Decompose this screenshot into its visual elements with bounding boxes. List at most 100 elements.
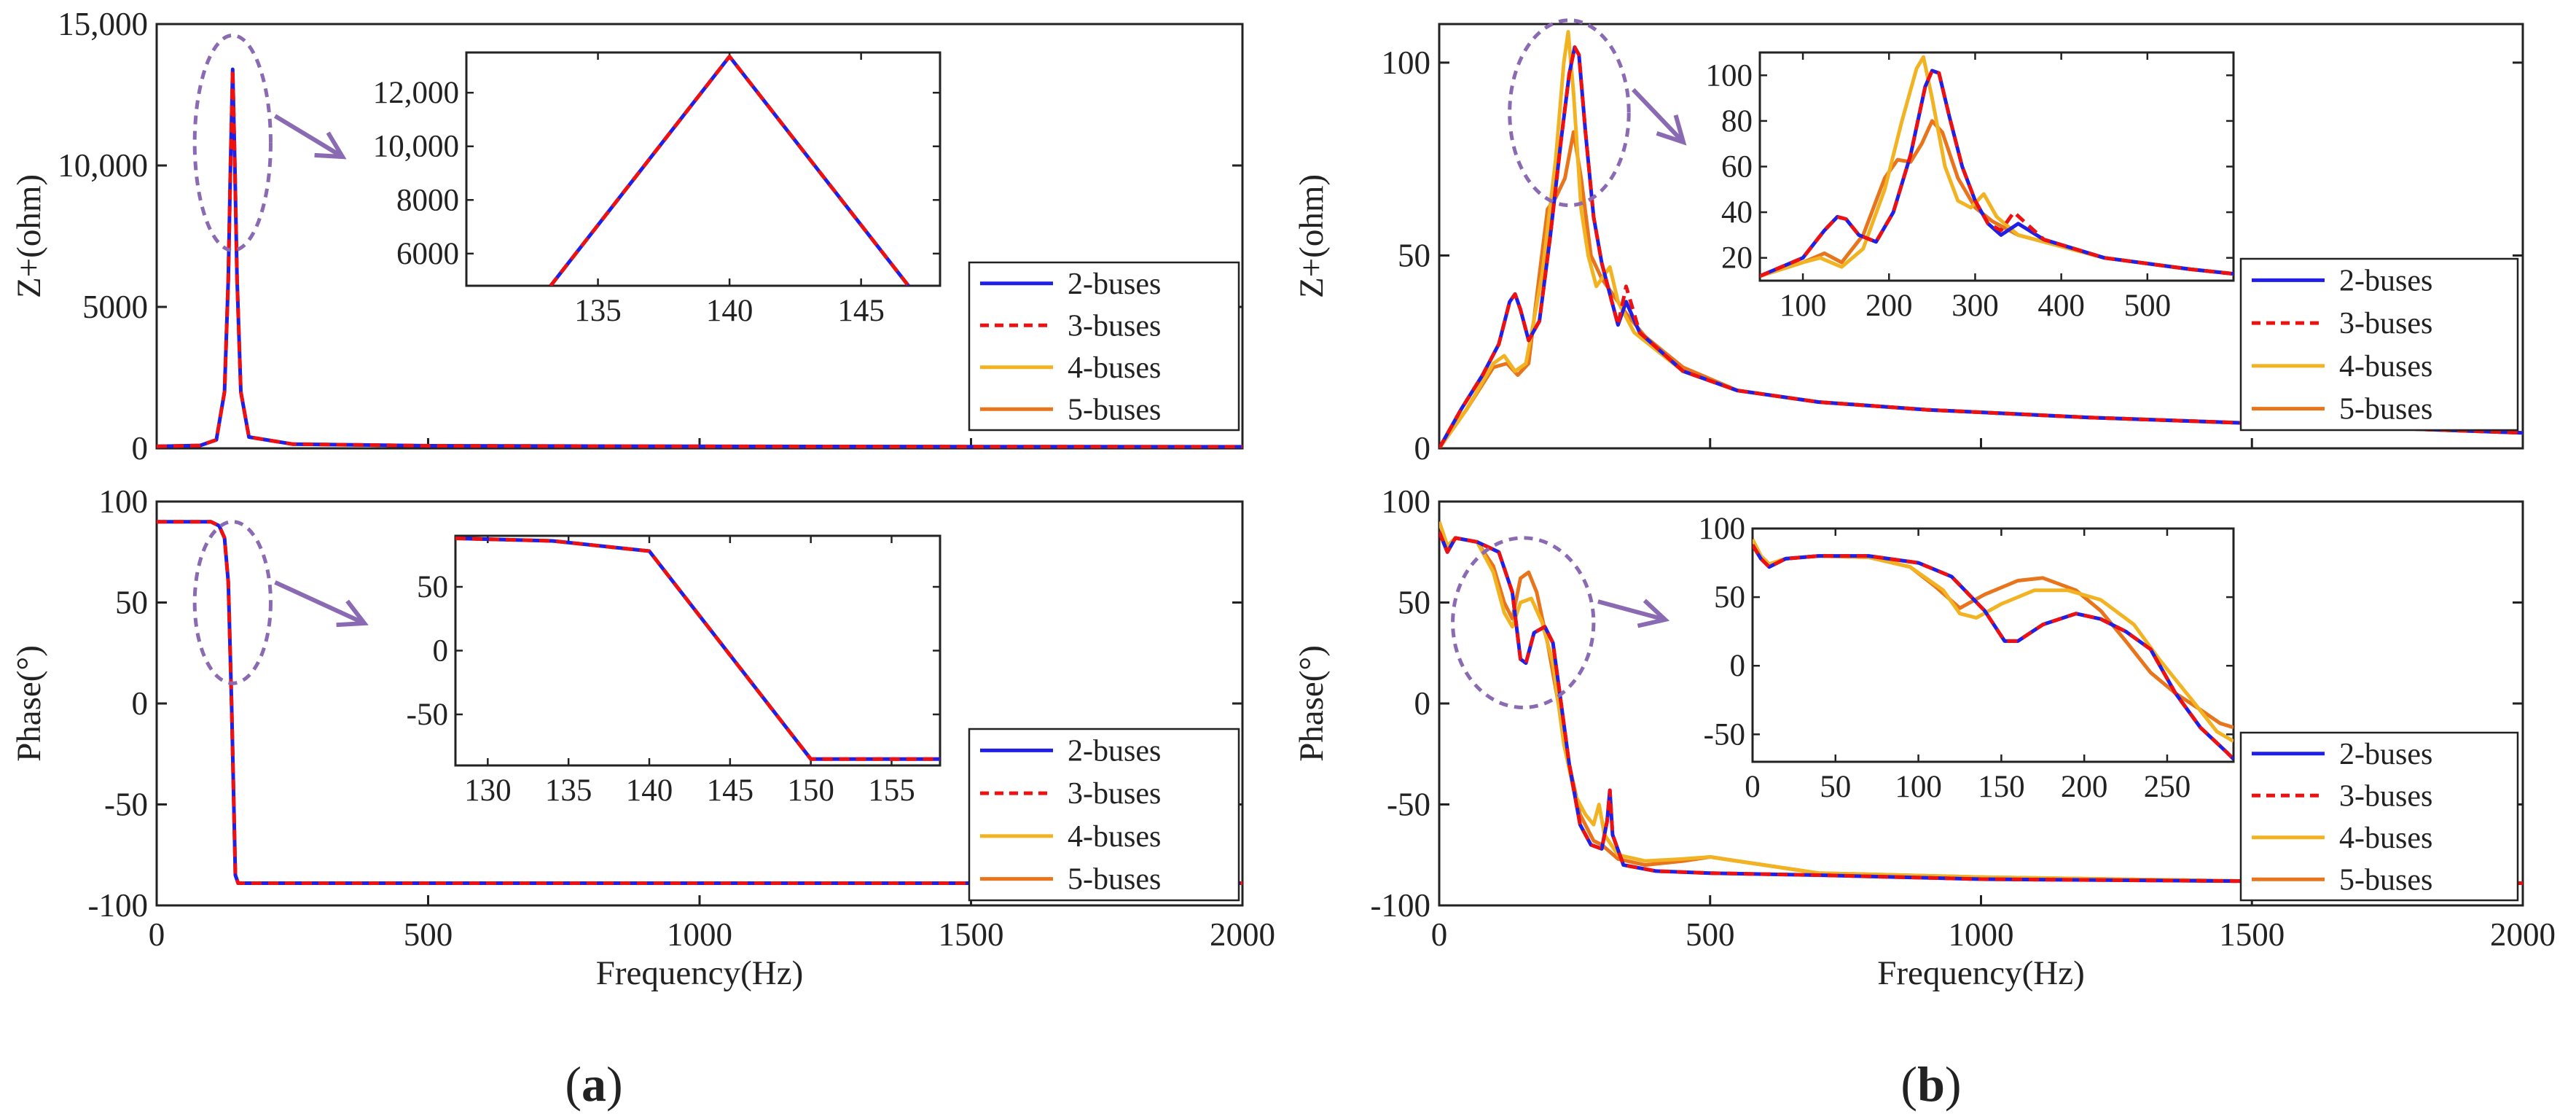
legend-label-3-buses: 3-buses (2339, 307, 2432, 340)
inset-x-tick-label: 145 (707, 773, 754, 808)
y-tick-label: 50 (1398, 585, 1430, 621)
annotation-arrow-head (336, 599, 369, 628)
inset-x-tick-label: 200 (1866, 289, 1913, 323)
y-tick-label: 10,000 (58, 147, 148, 184)
inset-y-tick-label: 8000 (396, 183, 459, 217)
y-tick-label: 15,000 (58, 6, 148, 42)
chart-panel-a-impedance: 0 5000 10,000 15,000 Z+(ohm) 6000 8000 10,000 12… (10, 6, 1244, 467)
inset-x-tick-label: 155 (868, 773, 915, 808)
x-tick-label: 1000 (1949, 916, 2014, 953)
inset-x-tick-label: 400 (2037, 289, 2085, 323)
inset-x-tick-label: 130 (464, 773, 512, 808)
inset-x-tick-label: 200 (2061, 770, 2108, 804)
inset-frame (1758, 51, 2235, 282)
inset-x-tick-label: 500 (2124, 289, 2172, 323)
x-axis-label: Frequency(Hz) (596, 954, 803, 992)
y-tick-label: -50 (104, 787, 148, 823)
inset-y-tick-label: 0 (1730, 649, 1746, 683)
legend-box (968, 728, 1240, 902)
x-tick-label: 1000 (667, 916, 732, 953)
legend: 2-buses 3-buses 4-buses 5-buses (2239, 257, 2519, 432)
annotation-arrow-line (1597, 599, 1666, 622)
x-tick-label: 0 (149, 916, 165, 953)
y-tick-label: 0 (132, 685, 149, 722)
legend-label-2-buses: 2-buses (1068, 268, 1161, 301)
legend: 2-buses 3-buses 4-buses 5-buses (968, 728, 1240, 902)
annotation-arrow-line (274, 580, 366, 625)
x-tick-label: 2000 (2490, 916, 2556, 953)
inset-y-tick-label: 100 (1706, 58, 1753, 93)
inset-chart: 6000 8000 10,000 12,000 135 140 145 (373, 51, 941, 328)
inset-y-tick-label: 20 (1721, 241, 1753, 276)
inset-x-tick-label: 150 (787, 773, 834, 808)
inset-y-tick-label: 12,000 (373, 76, 459, 110)
x-axis-label: Frequency(Hz) (1877, 954, 2084, 992)
y-tick-label: -50 (1387, 787, 1430, 823)
x-tick-label: 500 (404, 916, 453, 953)
series-line-3-buses (157, 520, 1242, 885)
x-tick-label: 1500 (939, 916, 1004, 953)
legend-label-2-buses: 2-buses (2339, 738, 2432, 771)
inset-series-line-3-buses (1753, 544, 2234, 760)
legend-label-5-buses: 5-buses (2339, 863, 2432, 897)
x-tick-label: 2000 (1210, 916, 1275, 953)
inset-series-line-4-buses (1760, 55, 2234, 278)
legend: 2-buses 3-buses 4-buses 5-buses (2239, 731, 2519, 902)
legend-label-4-buses: 4-buses (1068, 820, 1161, 854)
inset-series-line-3-buses (549, 55, 910, 286)
legend-label-3-buses: 3-buses (1068, 309, 1161, 343)
y-tick-label: 100 (99, 483, 149, 520)
y-axis-label: Phase(°) (10, 645, 48, 762)
x-tick-label: 500 (1686, 916, 1735, 953)
inset-x-tick-label: 135 (545, 773, 592, 808)
annotation-arrow-line (1632, 87, 1686, 144)
inset-y-tick-label: 50 (1714, 580, 1745, 615)
legend-label-4-buses: 4-buses (2339, 350, 2432, 383)
y-axis-label: Z+(ohm) (1293, 174, 1331, 298)
y-tick-label: 50 (115, 585, 148, 621)
inset-x-tick-label: 150 (1978, 770, 2025, 804)
inset-series-line-3-buses (1760, 69, 2234, 278)
legend: 2-buses 3-buses 4-buses 5-buses (968, 261, 1240, 432)
annotation-ellipse (192, 520, 273, 685)
annotation-arrow-head (1656, 114, 1687, 146)
legend-label-5-buses: 5-buses (2339, 393, 2432, 426)
y-tick-label: 100 (1382, 483, 1431, 520)
inset-y-tick-label: 40 (1721, 195, 1753, 230)
inset-y-tick-label: 0 (433, 634, 449, 668)
inset-y-tick-label: 6000 (396, 237, 459, 271)
y-tick-label: -100 (88, 887, 149, 924)
inset-y-tick-label: -50 (407, 698, 448, 732)
legend-label-5-buses: 5-buses (1068, 393, 1161, 426)
inset-y-tick-label: 50 (417, 570, 448, 604)
inset-x-tick-label: 100 (1895, 770, 1942, 804)
x-tick-label: 0 (1431, 916, 1448, 953)
y-tick-label: 100 (1382, 44, 1431, 81)
legend-label-3-buses: 3-buses (2339, 779, 2432, 813)
y-tick-label: 0 (1414, 430, 1431, 467)
inset-x-tick-label: 100 (1780, 289, 1827, 323)
y-tick-label: 0 (1414, 685, 1431, 722)
y-axis-label: Z+(ohm) (10, 174, 48, 298)
inset-y-tick-label: 80 (1721, 104, 1753, 139)
inset-y-tick-label: -50 (1704, 717, 1745, 752)
inset-x-tick-label: 140 (706, 294, 753, 328)
inset-x-tick-label: 140 (626, 773, 673, 808)
inset-x-tick-label: 50 (1820, 770, 1851, 804)
legend-box (2239, 257, 2519, 432)
series-line-3-buses (157, 67, 1242, 448)
y-axis-label: Phase(°) (1293, 645, 1331, 762)
panel-label-b: (b) (1900, 1056, 1961, 1112)
series-line-3-buses (1439, 45, 2523, 448)
legend-label-2-buses: 2-buses (2339, 264, 2432, 297)
inset-series-line-3-buses (455, 537, 940, 761)
annotation-arrow-line (273, 114, 344, 159)
y-tick-label: -100 (1371, 887, 1431, 924)
series-line-3-buses (1439, 531, 2523, 885)
x-tick-label: 1500 (2219, 916, 2285, 953)
y-tick-label: 50 (1398, 237, 1430, 273)
